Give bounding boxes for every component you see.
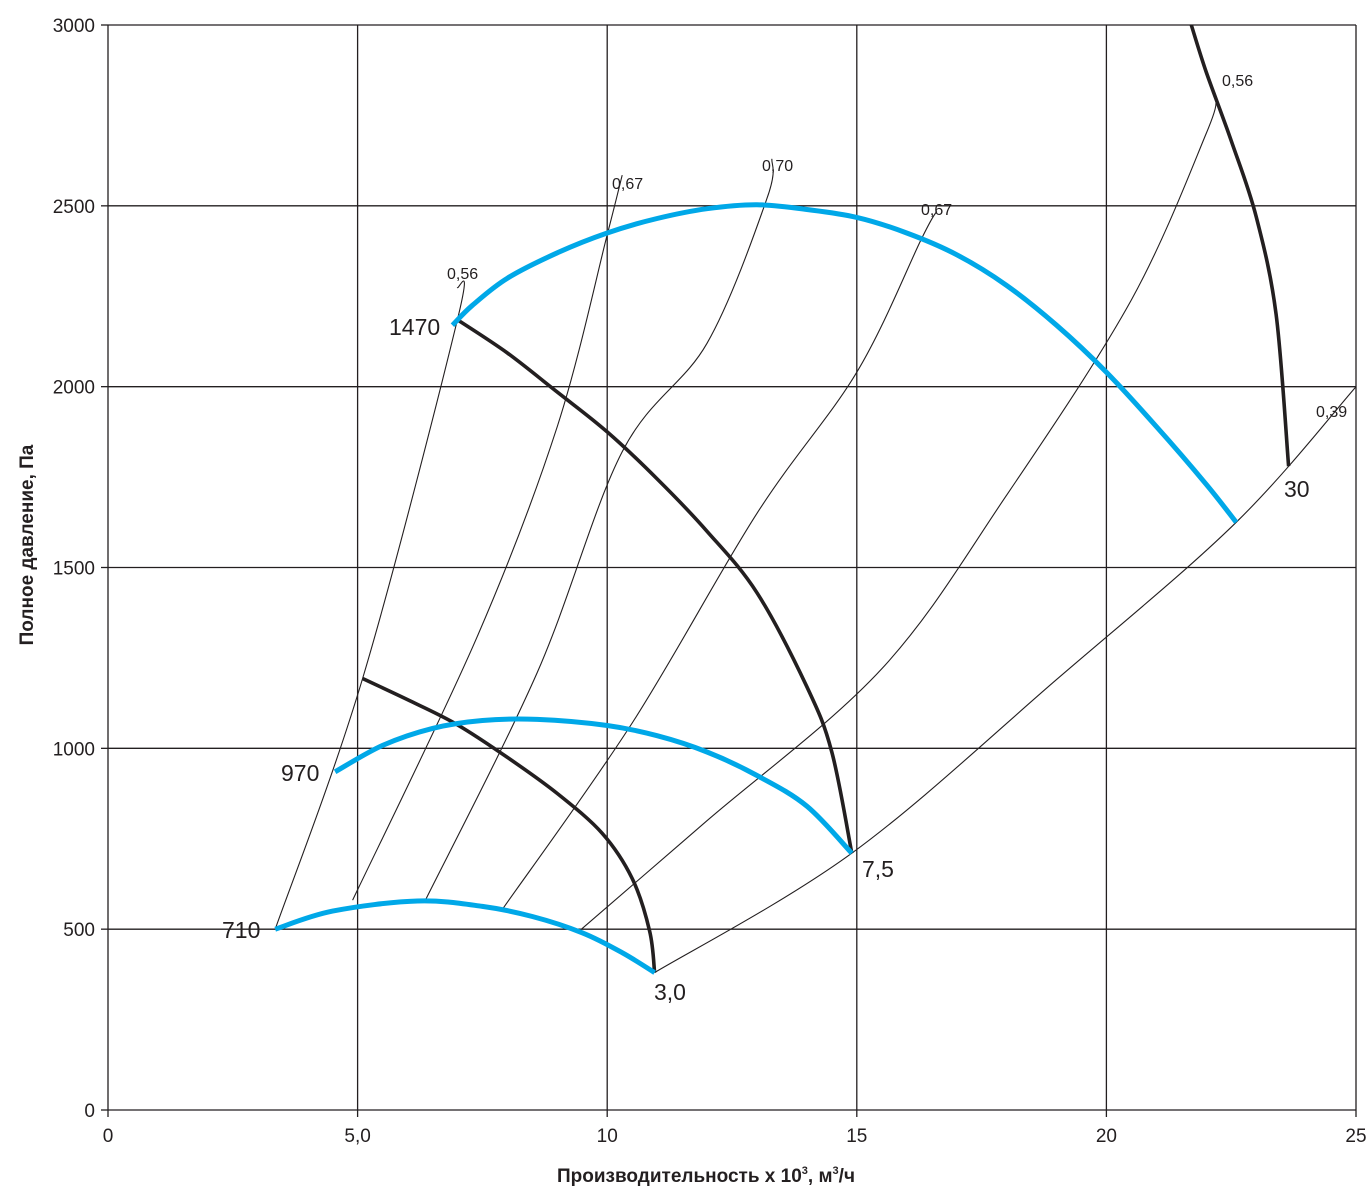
x-tick-label: 0 [103, 1126, 114, 1147]
efficiency-ray [274, 280, 465, 930]
eff-label-067-left: 0,67 [612, 176, 643, 193]
power-curve [1189, 24, 1291, 467]
y-axis-title: Полное давление, Па [17, 444, 38, 645]
power-curve [456, 318, 854, 854]
x-tick-label: 20 [1096, 1126, 1117, 1147]
x-tick-label: 15 [846, 1126, 867, 1147]
y-tick-label: 3000 [53, 16, 95, 37]
eff-label-056-right: 0,56 [1222, 73, 1253, 90]
efficiency-rays [274, 97, 1357, 974]
x-tick-label: 5,0 [344, 1126, 370, 1147]
eff-label-039: 0,39 [1316, 404, 1347, 421]
speed-curve [274, 898, 656, 975]
speed-label-970: 970 [281, 760, 319, 786]
y-tick-label: 1000 [53, 739, 95, 760]
y-tick-label: 2000 [53, 378, 95, 399]
speed-label-1470: 1470 [389, 314, 440, 340]
y-tick-label: 500 [63, 920, 95, 941]
x-axis-title-unit: , м [808, 1166, 833, 1187]
speed-label-710: 710 [222, 917, 260, 943]
x-tick-label: 10 [597, 1126, 618, 1147]
power-label-7-5: 7,5 [862, 856, 894, 882]
x-tick-label: 25 [1345, 1126, 1366, 1147]
eff-label-067-right: 0,67 [921, 202, 952, 219]
efficiency-ray [424, 158, 774, 902]
y-tick-label: 2500 [53, 197, 95, 218]
power-label-3: 3,0 [654, 979, 686, 1005]
x-axis-title-sup2: 3 [833, 1165, 839, 1177]
x-axis-title-main: Производительность x 10 [557, 1166, 802, 1187]
power-curves [361, 24, 1291, 973]
x-axis-title-sup: 3 [802, 1165, 808, 1177]
x-axis-title-end: /ч [839, 1166, 855, 1187]
y-tick-label: 1500 [53, 559, 95, 580]
efficiency-ray [576, 97, 1217, 934]
efficiency-ray [352, 174, 623, 901]
speed-curves [274, 202, 1239, 975]
y-tick-label: 0 [84, 1101, 95, 1122]
tick-labels: 0 5,0 10 15 20 25 0 500 1000 1500 2000 2500 3000 [53, 16, 1367, 1147]
efficiency-ray [654, 386, 1357, 974]
speed-curve [450, 202, 1239, 524]
x-axis-title: Производительность x 103, м3/ч [557, 1165, 855, 1187]
eff-label-070: 0,70 [762, 158, 793, 175]
eff-label-056-left: 0,56 [447, 266, 478, 283]
power-label-30: 30 [1284, 476, 1310, 502]
power-curve [361, 676, 657, 973]
efficiency-ray [501, 211, 938, 910]
grid [101, 24, 1357, 1117]
speed-curve [333, 716, 854, 855]
